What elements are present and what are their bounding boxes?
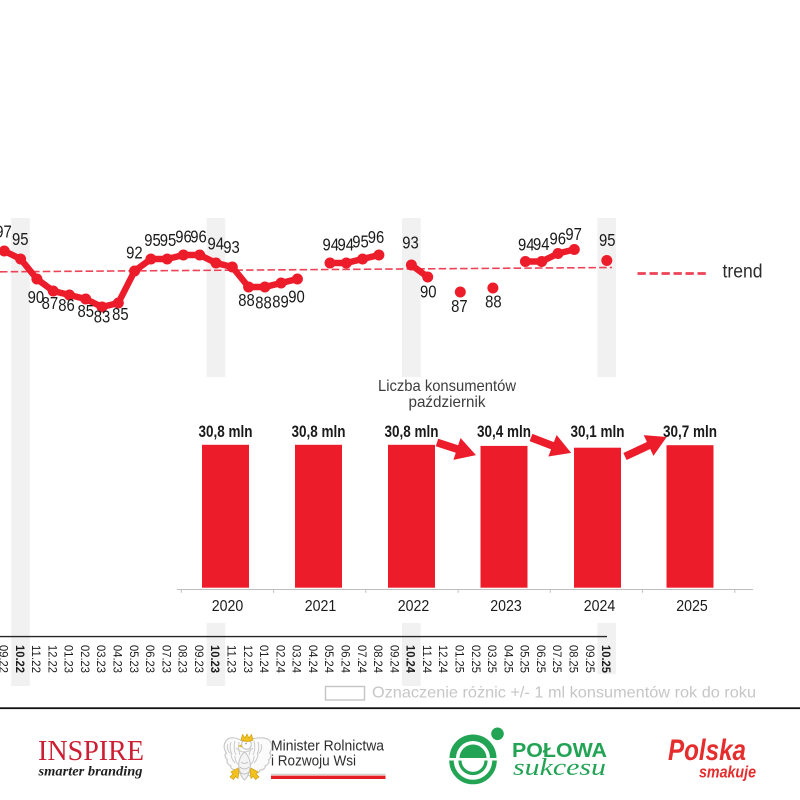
svg-text:11.23: 11.23 (225, 645, 239, 673)
svg-text:06.23: 06.23 (143, 645, 157, 673)
svg-text:09.22: 09.22 (0, 645, 11, 673)
svg-text:12.23: 12.23 (241, 645, 255, 673)
svg-text:2021: 2021 (305, 598, 337, 615)
svg-text:96: 96 (175, 227, 192, 247)
svg-text:2023: 2023 (490, 598, 522, 615)
svg-text:94: 94 (208, 234, 225, 254)
svg-text:03.24: 03.24 (290, 645, 304, 673)
svg-text:96: 96 (190, 227, 207, 247)
svg-text:89: 89 (272, 292, 289, 312)
svg-text:08.25: 08.25 (567, 645, 581, 673)
svg-text:2025: 2025 (676, 598, 708, 615)
svg-text:83: 83 (94, 306, 111, 326)
svg-text:30,8 mln: 30,8 mln (292, 422, 346, 441)
svg-text:Polska: Polska (668, 734, 746, 767)
svg-text:02.23: 02.23 (78, 645, 92, 673)
svg-text:88: 88 (255, 293, 272, 313)
svg-text:03.23: 03.23 (94, 645, 108, 673)
svg-text:95: 95 (160, 230, 177, 250)
svg-text:11.22: 11.22 (29, 645, 43, 673)
svg-text:Liczba konsumentów: Liczba konsumentów (378, 378, 516, 395)
svg-text:30,1 mln: 30,1 mln (571, 422, 625, 441)
svg-text:94: 94 (533, 234, 550, 254)
svg-text:92: 92 (126, 243, 143, 263)
svg-text:2024: 2024 (584, 598, 616, 615)
svg-text:95: 95 (352, 232, 369, 252)
svg-text:88: 88 (238, 290, 255, 310)
svg-text:06.24: 06.24 (339, 645, 353, 673)
svg-text:01.24: 01.24 (257, 645, 271, 673)
svg-text:30,8 mln: 30,8 mln (199, 422, 253, 441)
svg-text:90: 90 (420, 281, 437, 301)
svg-text:Minister Rolnictwa: Minister Rolnictwa (271, 738, 385, 755)
svg-text:12.24: 12.24 (436, 645, 450, 673)
svg-text:10.22: 10.22 (13, 645, 27, 673)
svg-text:90: 90 (28, 287, 45, 307)
svg-text:10.23: 10.23 (208, 645, 222, 673)
svg-text:85: 85 (112, 304, 129, 324)
svg-text:05.24: 05.24 (322, 645, 336, 673)
svg-text:87: 87 (451, 296, 468, 316)
svg-text:02.24: 02.24 (273, 645, 287, 673)
svg-text:09.25: 09.25 (583, 645, 597, 673)
svg-text:06.25: 06.25 (534, 645, 548, 673)
svg-text:05.23: 05.23 (127, 645, 141, 673)
svg-text:86: 86 (58, 295, 75, 315)
svg-text:2020: 2020 (212, 598, 244, 615)
svg-text:07.24: 07.24 (355, 645, 369, 673)
svg-text:09.23: 09.23 (192, 645, 206, 673)
svg-text:04.23: 04.23 (111, 645, 125, 673)
svg-text:smakuje: smakuje (699, 763, 756, 782)
svg-text:2022: 2022 (398, 598, 430, 615)
svg-text:11.24: 11.24 (420, 645, 434, 673)
svg-text:94: 94 (518, 235, 535, 255)
svg-text:05.25: 05.25 (518, 645, 532, 673)
svg-text:i Rozwoju Wsi: i Rozwoju Wsi (271, 753, 356, 770)
svg-text:90: 90 (288, 287, 305, 307)
svg-text:10.25: 10.25 (599, 645, 613, 673)
svg-text:93: 93 (402, 233, 419, 253)
svg-text:01.25: 01.25 (453, 645, 467, 673)
svg-text:09.24: 09.24 (387, 645, 401, 673)
svg-text:01.23: 01.23 (62, 645, 76, 673)
svg-text:08.24: 08.24 (371, 645, 385, 673)
svg-text:07.23: 07.23 (159, 645, 173, 673)
svg-text:10.24: 10.24 (404, 645, 418, 673)
svg-text:96: 96 (550, 228, 567, 248)
svg-text:trend: trend (723, 262, 763, 283)
svg-text:97: 97 (0, 222, 12, 242)
svg-text:POŁOWA: POŁOWA (512, 740, 607, 762)
svg-text:95: 95 (144, 230, 161, 250)
svg-text:96: 96 (368, 227, 385, 247)
svg-text:95: 95 (12, 229, 29, 249)
svg-text:02.25: 02.25 (469, 645, 483, 673)
svg-text:87: 87 (42, 293, 59, 313)
svg-text:październik: październik (409, 394, 487, 411)
svg-text:08.23: 08.23 (176, 645, 190, 673)
svg-text:Oznaczenie różnic +/- 1 ml kon: Oznaczenie różnic +/- 1 ml konsumentów r… (372, 685, 756, 702)
svg-text:04.24: 04.24 (306, 645, 320, 673)
svg-text:smarter branding: smarter branding (37, 765, 142, 780)
svg-text:94: 94 (323, 235, 340, 255)
svg-text:04.25: 04.25 (501, 645, 515, 673)
svg-text:03.25: 03.25 (485, 645, 499, 673)
svg-text:30,4 mln: 30,4 mln (477, 422, 531, 441)
svg-text:93: 93 (223, 237, 240, 257)
svg-text:95: 95 (599, 230, 616, 250)
svg-text:30,8 mln: 30,8 mln (385, 422, 439, 441)
svg-text:INSPIRE: INSPIRE (38, 735, 144, 767)
svg-text:07.25: 07.25 (550, 645, 564, 673)
svg-text:97: 97 (565, 224, 582, 244)
svg-text:12.22: 12.22 (45, 645, 59, 673)
svg-text:88: 88 (485, 292, 502, 312)
svg-text:85: 85 (78, 301, 95, 321)
svg-text:30,7 mln: 30,7 mln (663, 422, 717, 441)
svg-text:94: 94 (337, 235, 354, 255)
svg-text:sukcesu: sukcesu (513, 755, 606, 781)
